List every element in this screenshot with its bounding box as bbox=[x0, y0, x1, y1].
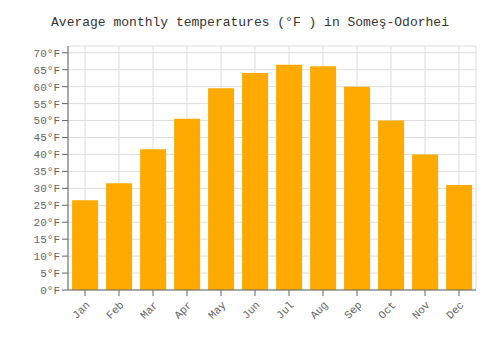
svg-text:Nov: Nov bbox=[410, 299, 433, 322]
html-text:Average monthly temperatures (: Average monthly temperatures (°F ) in So… bbox=[51, 15, 449, 30]
svg-text:Feb: Feb bbox=[104, 299, 126, 321]
svg-text:10°F: 10°F bbox=[34, 251, 60, 263]
svg-text:Jun: Jun bbox=[240, 299, 262, 321]
svg-text:55°F: 55°F bbox=[34, 99, 60, 111]
svg-text:60°F: 60°F bbox=[34, 82, 60, 94]
svg-text:20°F: 20°F bbox=[34, 217, 60, 229]
svg-text:45°F: 45°F bbox=[34, 132, 60, 144]
svg-text:Dec: Dec bbox=[444, 299, 466, 321]
svg-text:Jul: Jul bbox=[274, 299, 296, 321]
svg-text:Jan: Jan bbox=[70, 299, 92, 321]
svg-text:30°F: 30°F bbox=[34, 183, 60, 195]
svg-text:40°F: 40°F bbox=[34, 149, 60, 161]
svg-text:Mar: Mar bbox=[138, 299, 160, 321]
svg-text:Aug: Aug bbox=[308, 299, 330, 321]
svg-text:35°F: 35°F bbox=[34, 166, 60, 178]
svg-text:25°F: 25°F bbox=[34, 200, 60, 212]
svg-text:May: May bbox=[206, 299, 229, 322]
svg-text:Sep: Sep bbox=[342, 299, 364, 321]
svg-text:15°F: 15°F bbox=[34, 234, 60, 246]
svg-text:Oct: Oct bbox=[376, 299, 398, 321]
svg-text:50°F: 50°F bbox=[34, 115, 60, 127]
svg-text:65°F: 65°F bbox=[34, 65, 60, 77]
svg-text:5°F: 5°F bbox=[40, 268, 60, 280]
svg-text:70°F: 70°F bbox=[34, 48, 60, 60]
svg-text:0°F: 0°F bbox=[40, 285, 60, 297]
svg-text:Apr: Apr bbox=[172, 299, 194, 321]
